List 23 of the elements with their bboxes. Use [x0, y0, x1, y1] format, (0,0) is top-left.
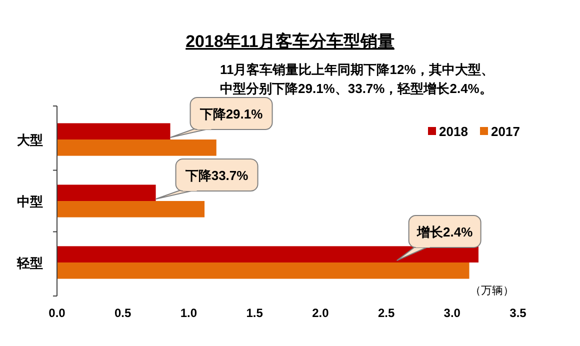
bar — [57, 246, 478, 262]
legend-label: 2017 — [491, 124, 520, 139]
x-tick-label: 2.0 — [312, 306, 330, 320]
annotation: 下降33.7% — [184, 168, 249, 183]
legend-label: 2018 — [439, 124, 468, 139]
chart-subtitle: 11月客车销量比上年同期下降12%，其中大型、中型分别下降29.1%、33.7%，轻型增长2.4%。 — [220, 62, 494, 96]
x-tick-label: 2.5 — [378, 306, 395, 320]
chart-title: 2018年11月客车分车型销量 — [186, 32, 394, 51]
x-tick-label: 0.0 — [48, 306, 66, 320]
bar — [57, 140, 216, 156]
x-tick-label: 0.5 — [114, 306, 132, 320]
y-tick-label: 轻型 — [16, 255, 43, 270]
x-tick-label: 1.0 — [180, 306, 198, 320]
x-tick-label: 1.5 — [246, 306, 264, 320]
annotation: 增长2.4% — [416, 224, 474, 240]
bar — [57, 262, 470, 279]
x-tick-label: 3.5 — [510, 306, 527, 320]
bar — [57, 201, 205, 218]
x-axis-title: （万辆） — [470, 285, 514, 297]
annotation: 下降29.1% — [198, 106, 264, 122]
x-tick-label: 3.0 — [444, 306, 461, 320]
y-tick-label: 中型 — [17, 194, 43, 209]
y-tick-label: 大型 — [17, 132, 43, 148]
